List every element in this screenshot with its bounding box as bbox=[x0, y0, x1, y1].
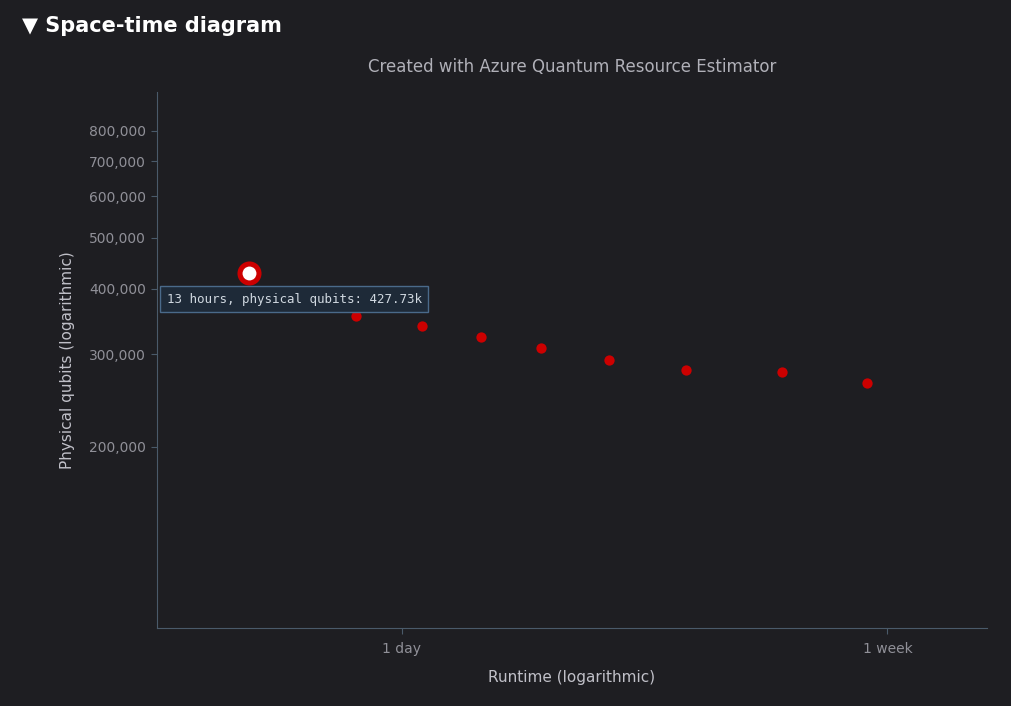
Title: Created with Azure Quantum Resource Estimator: Created with Azure Quantum Resource Esti… bbox=[367, 59, 775, 76]
Point bbox=[241, 268, 257, 279]
Point bbox=[348, 310, 364, 321]
Text: 13 hours, physical qubits: 427.73k: 13 hours, physical qubits: 427.73k bbox=[167, 292, 422, 306]
Point bbox=[601, 354, 617, 365]
Point bbox=[241, 268, 257, 279]
Point bbox=[677, 364, 694, 376]
Y-axis label: Physical qubits (logarithmic): Physical qubits (logarithmic) bbox=[60, 251, 75, 469]
Point bbox=[533, 342, 549, 354]
Point bbox=[858, 378, 875, 389]
Text: ▼ Space-time diagram: ▼ Space-time diagram bbox=[22, 16, 282, 37]
Point bbox=[472, 332, 488, 343]
Point bbox=[413, 320, 430, 331]
X-axis label: Runtime (logarithmic): Runtime (logarithmic) bbox=[487, 670, 655, 685]
Point bbox=[772, 366, 789, 377]
